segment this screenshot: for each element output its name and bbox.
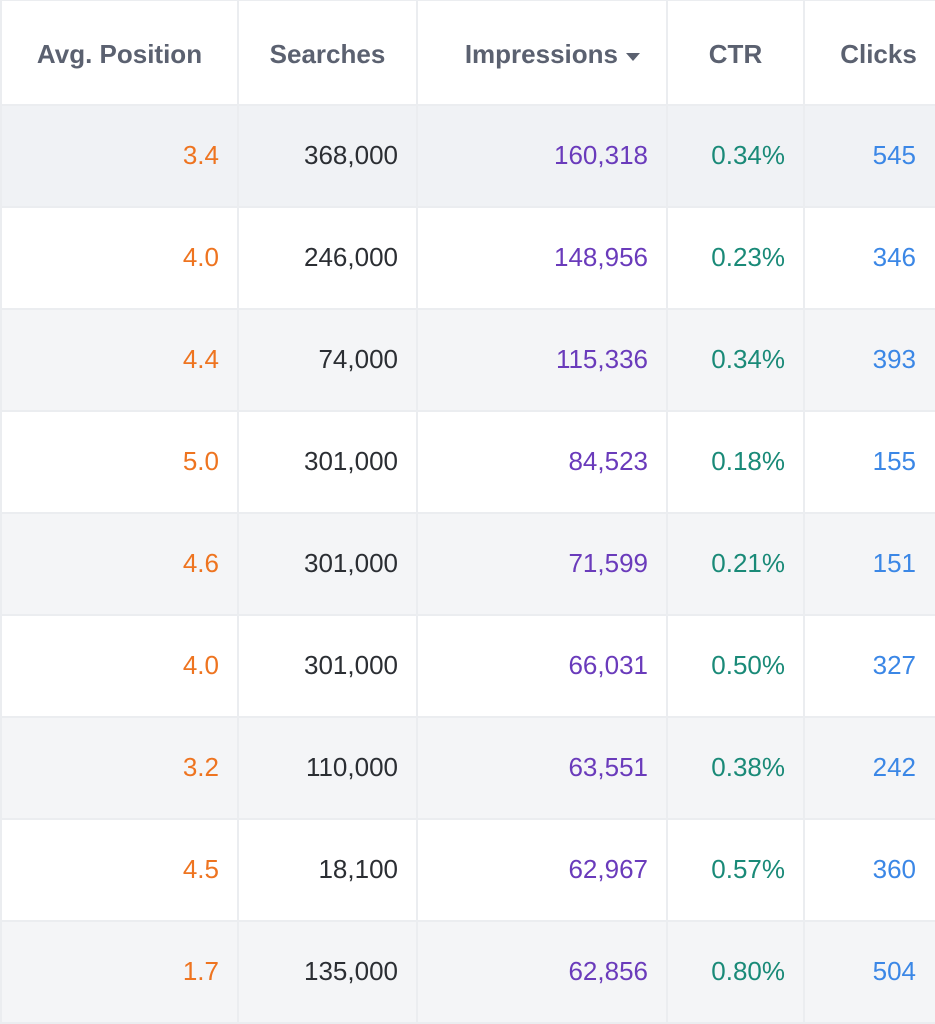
column-header-label: Searches [269,38,386,69]
cell-searches: 301,000 [238,410,418,514]
cell-avg-position: 4.0 [0,614,239,718]
cell-impressions: 148,956 [417,206,668,310]
table-row: 3.4 368,000 160,318 0.34% 545 [0,104,935,208]
cell-avg-position: 4.6 [0,512,239,616]
cell-ctr: 0.57% [667,818,805,922]
cell-ctr: 0.23% [667,206,805,310]
cell-impressions: 115,336 [417,308,668,412]
cell-searches: 110,000 [238,716,418,820]
cell-ctr: 0.34% [667,308,805,412]
cell-clicks: 360 [804,818,935,922]
cell-searches: 18,100 [238,818,418,922]
table-row: 4.0 246,000 148,956 0.23% 346 [0,206,935,310]
cell-ctr: 0.80% [667,920,805,1024]
cell-clicks: 393 [804,308,935,412]
table-row: 5.0 301,000 84,523 0.18% 155 [0,410,935,514]
cell-impressions: 84,523 [417,410,668,514]
cell-clicks: 545 [804,104,935,208]
cell-searches: 135,000 [238,920,418,1024]
table-row: 1.7 135,000 62,856 0.80% 504 [0,920,935,1024]
column-header-impressions[interactable]: Impressions [417,0,668,106]
table-row: 4.4 74,000 115,336 0.34% 393 [0,308,935,412]
column-header-searches[interactable]: Searches [238,0,418,106]
column-header-clicks[interactable]: Clicks [804,0,935,106]
cell-impressions: 62,967 [417,818,668,922]
caret-down-icon [626,52,640,61]
cell-avg-position: 3.4 [0,104,239,208]
cell-impressions: 160,318 [417,104,668,208]
table-body: 3.4 368,000 160,318 0.34% 545 4.0 246,00… [0,104,935,1024]
cell-clicks: 151 [804,512,935,616]
cell-avg-position: 3.2 [0,716,239,820]
cell-impressions: 63,551 [417,716,668,820]
cell-searches: 368,000 [238,104,418,208]
cell-searches: 246,000 [238,206,418,310]
cell-impressions: 66,031 [417,614,668,718]
cell-searches: 74,000 [238,308,418,412]
cell-searches: 301,000 [238,512,418,616]
column-header-avg-position[interactable]: Avg. Position [0,0,239,106]
cell-clicks: 155 [804,410,935,514]
table-row: 4.6 301,000 71,599 0.21% 151 [0,512,935,616]
table-row: 4.5 18,100 62,967 0.57% 360 [0,818,935,922]
table-row: 4.0 301,000 66,031 0.50% 327 [0,614,935,718]
table-header: Avg. Position Searches Impressions CTR C… [0,0,935,106]
header-row: Avg. Position Searches Impressions CTR C… [0,0,935,106]
cell-impressions: 71,599 [417,512,668,616]
cell-ctr: 0.50% [667,614,805,718]
cell-clicks: 327 [804,614,935,718]
cell-ctr: 0.21% [667,512,805,616]
cell-avg-position: 1.7 [0,920,239,1024]
cell-clicks: 346 [804,206,935,310]
column-header-ctr[interactable]: CTR [667,0,805,106]
cell-clicks: 504 [804,920,935,1024]
cell-avg-position: 4.0 [0,206,239,310]
cell-avg-position: 4.5 [0,818,239,922]
column-header-label: Clicks [840,38,917,69]
cell-ctr: 0.34% [667,104,805,208]
column-header-label: CTR [708,38,763,69]
table-row: 3.2 110,000 63,551 0.38% 242 [0,716,935,820]
cell-clicks: 242 [804,716,935,820]
column-header-label: Impressions [464,38,618,69]
cell-avg-position: 4.4 [0,308,239,412]
cell-avg-position: 5.0 [0,410,239,514]
cell-ctr: 0.38% [667,716,805,820]
cell-searches: 301,000 [238,614,418,718]
cell-impressions: 62,856 [417,920,668,1024]
cell-ctr: 0.18% [667,410,805,514]
column-header-label: Avg. Position [36,38,203,69]
